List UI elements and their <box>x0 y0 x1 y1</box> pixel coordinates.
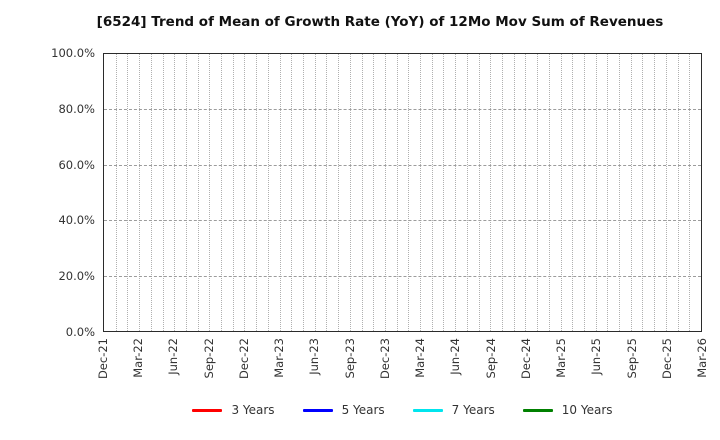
v-gridline <box>619 54 621 331</box>
v-gridline <box>466 54 468 331</box>
legend: 3 Years 5 Years 7 Years 10 Years <box>103 403 702 418</box>
v-gridline <box>572 54 574 331</box>
v-gridline <box>256 54 258 331</box>
legend-label: 3 Years <box>231 403 275 417</box>
legend-item-3-years: 3 Years <box>192 403 275 418</box>
v-gridline <box>361 54 363 331</box>
v-gridline <box>384 54 386 331</box>
v-gridline <box>303 54 304 331</box>
legend-line-swatch <box>192 409 223 412</box>
x-tick-label: Mar-25 <box>554 338 569 378</box>
x-tick-label: Jun-23 <box>307 338 322 375</box>
x-tick-label: Mar-22 <box>131 338 146 378</box>
v-gridline <box>689 54 691 331</box>
legend-item-7-years: 7 Years <box>412 403 495 418</box>
x-tick-label: Dec-25 <box>659 338 674 380</box>
legend-label: 5 Years <box>341 403 385 417</box>
v-gridline <box>583 54 585 331</box>
v-gridline <box>267 54 269 331</box>
v-gridline <box>654 54 656 331</box>
v-gridline <box>349 54 351 331</box>
v-gridline <box>139 54 141 331</box>
v-gridline <box>279 54 281 331</box>
x-tick-label: Dec-24 <box>518 338 533 380</box>
v-gridline <box>338 54 340 331</box>
v-gridline <box>174 54 176 331</box>
v-gridline <box>431 54 433 331</box>
v-gridline <box>502 54 503 331</box>
v-gridline <box>162 54 164 331</box>
chart-title: [6524] Trend of Mean of Growth Rate (YoY… <box>96 14 664 30</box>
v-gridline <box>185 54 187 331</box>
x-tick-label: Jun-22 <box>166 338 181 375</box>
x-tick-label: Mar-24 <box>413 338 428 378</box>
y-tick-label: 40.0% <box>58 213 95 228</box>
x-tick-label: Sep-25 <box>624 338 639 379</box>
v-gridline <box>630 54 632 331</box>
v-gridline <box>244 54 246 331</box>
x-tick-label: Dec-21 <box>96 338 110 380</box>
v-gridline <box>232 54 234 331</box>
y-tick-label: 100.0% <box>51 46 95 60</box>
v-gridline <box>490 54 492 331</box>
v-gridline <box>150 54 152 331</box>
legend-label: 7 Years <box>451 403 495 417</box>
v-gridline <box>525 54 527 331</box>
v-gridline <box>665 54 667 331</box>
v-gridline <box>209 54 211 331</box>
v-gridline <box>127 54 129 331</box>
legend-line-swatch <box>412 409 443 412</box>
legend-item-5-years: 5 Years <box>302 403 385 418</box>
y-tick-label: 20.0% <box>58 269 95 284</box>
v-gridline <box>513 54 515 331</box>
legend-line-swatch <box>522 409 553 412</box>
x-tick-label: Sep-22 <box>201 338 216 379</box>
v-gridline <box>115 54 117 331</box>
y-tick-label: 80.0% <box>58 101 95 116</box>
v-gridline <box>455 54 457 331</box>
v-gridline <box>291 54 293 331</box>
x-tick-label: Dec-23 <box>377 338 392 380</box>
legend-line-swatch <box>302 409 333 412</box>
x-tick-label: Sep-24 <box>483 338 498 379</box>
x-tick-label: Mar-26 <box>695 338 709 378</box>
v-gridline <box>595 54 597 331</box>
v-gridline <box>326 54 328 331</box>
y-tick-label: 60.0% <box>58 157 95 172</box>
plot-area <box>103 53 702 332</box>
v-gridline <box>314 54 316 331</box>
v-gridline <box>607 54 609 331</box>
v-gridline <box>478 54 480 331</box>
v-gridline <box>420 54 422 331</box>
h-gridline <box>104 220 701 222</box>
h-gridline <box>104 275 701 277</box>
v-gridline <box>221 54 223 331</box>
v-gridline <box>396 54 398 331</box>
x-tick-label: Mar-23 <box>272 338 287 378</box>
x-tick-label: Jun-25 <box>589 338 604 375</box>
x-tick-label: Jun-24 <box>448 338 463 375</box>
v-gridline <box>560 54 562 331</box>
x-tick-label: Dec-22 <box>236 338 251 380</box>
legend-label: 10 Years <box>561 403 613 417</box>
v-gridline <box>537 54 539 331</box>
h-gridline <box>104 109 701 111</box>
v-gridline <box>548 54 550 331</box>
h-gridline <box>104 164 701 166</box>
v-gridline <box>677 54 679 331</box>
v-gridline <box>197 54 199 331</box>
v-gridline <box>642 54 644 331</box>
v-gridline <box>443 54 445 331</box>
v-gridline <box>373 54 375 331</box>
y-tick-label: 0.0% <box>65 325 95 339</box>
x-tick-label: Sep-23 <box>342 338 357 379</box>
v-gridline <box>408 54 410 331</box>
legend-item-10-years: 10 Years <box>522 403 613 418</box>
